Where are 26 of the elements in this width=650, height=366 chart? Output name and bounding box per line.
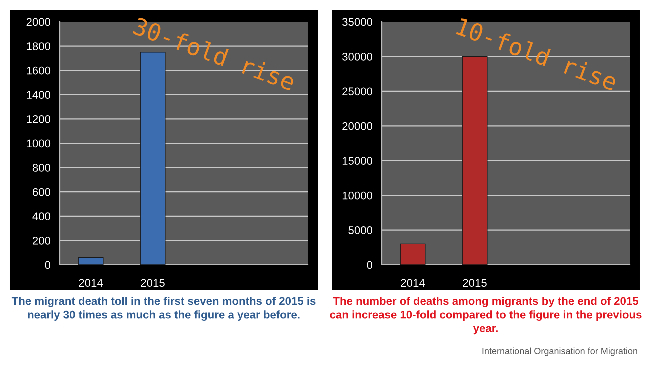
y-tick-label: 600 (33, 188, 51, 196)
x-tick-label: 2015 (141, 279, 165, 288)
y-tick-label: 5000 (348, 226, 373, 234)
y-tick-label: 35000 (342, 18, 373, 26)
y-tick-label: 10000 (342, 192, 373, 200)
y-tick-label: 0 (367, 261, 373, 270)
x-tick-label: 2014 (79, 279, 104, 288)
y-tick-label: 25000 (342, 88, 373, 96)
y-tick-label: 800 (32, 164, 51, 172)
y-tick-label: 1600 (27, 66, 51, 75)
y-tick-label: 15000 (342, 157, 373, 165)
y-tick-label: 20000 (342, 122, 373, 130)
x-tick-label: 2015 (463, 279, 487, 288)
x-tick-label: 2014 (401, 279, 426, 288)
y-tick-label: 0 (45, 261, 51, 270)
y-tick-label: 1400 (27, 91, 51, 100)
y-tick-label: 200 (32, 236, 51, 245)
text: The migrant death toll in the first seven months of 2015 is nearly 30 times as much as the figure a year before. (12, 297, 316, 322)
y-tick-label: 1800 (27, 42, 51, 50)
text: International Organisation for Migration (482, 348, 638, 356)
y-tick-label: 1200 (27, 115, 51, 124)
y-tick-label: 400 (32, 212, 51, 221)
y-tick-label: 1000 (27, 140, 51, 148)
y-tick-label: 2000 (26, 18, 51, 26)
y-tick-label: 30000 (342, 52, 373, 61)
text: The number of deaths among migrants by the end of 2015 can increase 10-fold compared to the figure in the previous year. (330, 297, 642, 335)
